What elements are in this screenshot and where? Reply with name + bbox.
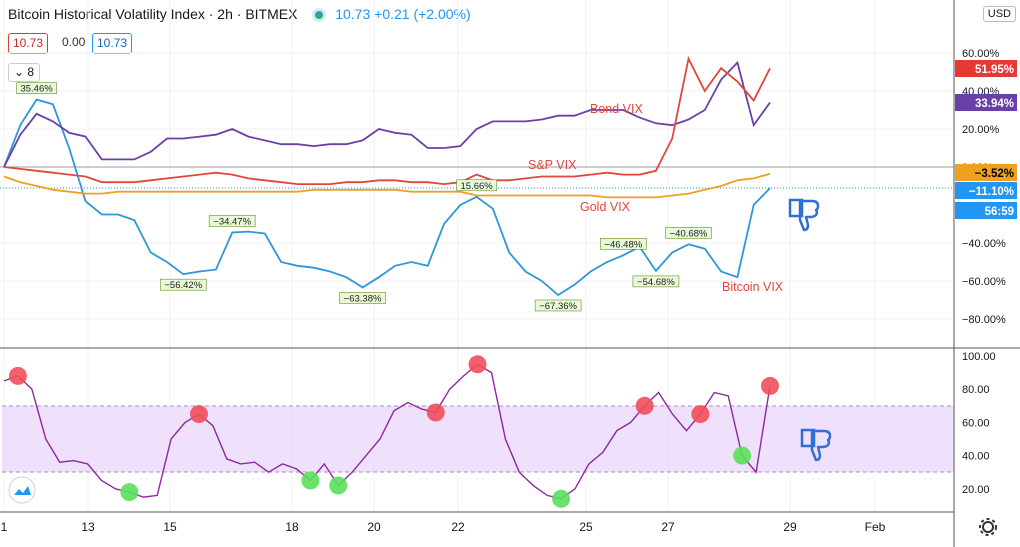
chart-header: Bitcoin Historical Volatility Index · 2h… — [8, 6, 471, 22]
thumbs-down-icon — [788, 198, 820, 232]
price-tag — [955, 182, 1017, 199]
y-tick-label: −80.00% — [962, 314, 1006, 326]
y-tick-label: −60.00% — [962, 276, 1006, 288]
series-name-label: S&P VIX — [528, 158, 577, 172]
osc-y-tick-label: 100.00 — [962, 351, 996, 363]
oversold-marker — [329, 476, 348, 495]
price-tag — [955, 94, 1017, 111]
x-tick-label: 1 — [1, 520, 8, 534]
x-tick-label: 20 — [367, 520, 381, 534]
overbought-marker — [189, 405, 208, 424]
price-tag-text: 33.94% — [975, 98, 1014, 110]
oversold-marker — [733, 446, 752, 465]
annotation-label: 35.46% — [20, 84, 53, 95]
oscillator-band — [2, 406, 954, 472]
x-tick-label: 13 — [81, 520, 95, 534]
chart-title: Bitcoin Historical Volatility Index · 2h… — [8, 6, 298, 22]
overbought-marker — [468, 355, 487, 374]
annotation-label: −63.38% — [344, 293, 382, 304]
osc-y-tick-label: 40.00 — [962, 451, 990, 463]
annotation-box — [534, 299, 582, 312]
overbought-marker — [691, 405, 710, 424]
annotation-label: 15.66% — [461, 181, 494, 192]
annotation-box — [208, 215, 256, 227]
x-tick-label: 25 — [579, 520, 593, 534]
x-tick-label: 29 — [783, 520, 797, 534]
series-name-label: Bitcoin VIX — [722, 280, 784, 294]
oversold-marker — [120, 483, 139, 502]
indicator-count: 8 — [27, 65, 35, 79]
market-status-dot — [315, 11, 324, 20]
last-value: 10.73 — [335, 6, 371, 22]
collapse-indicators-button[interactable]: ⌄ 8 — [8, 63, 41, 82]
y-tick-label: 60.00% — [962, 48, 1000, 60]
overbought-marker — [8, 366, 27, 385]
series-name-label: Gold VIX — [580, 200, 631, 214]
currency-button[interactable]: USD — [982, 6, 1016, 22]
indicator-value-zero: 0.00 — [62, 35, 86, 49]
overbought-marker — [426, 403, 445, 422]
annotation-label: −34.47% — [213, 216, 251, 227]
annotation-box — [339, 292, 386, 304]
annotation-box — [456, 179, 497, 192]
series-name-label: Bond VIX — [590, 102, 643, 116]
price-tag-text: −3.52% — [975, 168, 1014, 180]
change-value: +0.21 (+2.00%) — [374, 6, 471, 22]
overbought-marker — [761, 376, 779, 395]
price-tag — [955, 60, 1017, 77]
osc-y-tick-label: 80.00 — [962, 384, 990, 396]
price-tag-text: 51.95% — [975, 64, 1014, 76]
x-tick-label: 15 — [163, 520, 177, 534]
x-tick-label: 27 — [661, 520, 675, 534]
annotation-box — [159, 278, 207, 291]
annotation-box — [665, 226, 712, 239]
annotation-label: −46.48% — [604, 239, 642, 250]
series-line-bond-vix — [3, 60, 771, 168]
series-line-gold-vix — [3, 172, 771, 199]
overbought-marker — [635, 396, 654, 415]
series-line-bitcoin-vix — [3, 98, 771, 297]
annotation-box — [16, 82, 57, 94]
x-tick-label: Feb — [865, 520, 886, 534]
annotation-label: −54.68% — [637, 277, 675, 288]
osc-y-tick-label: 20.00 — [962, 484, 990, 496]
annotation-box — [600, 238, 647, 250]
x-tick-label: 22 — [451, 520, 465, 534]
price-tag-text: 56:59 — [985, 206, 1014, 218]
price-tag — [955, 164, 1017, 181]
annotation-label: −56.42% — [164, 280, 202, 291]
thumbs-down-icon — [800, 428, 832, 462]
cloud-icon[interactable] — [8, 476, 36, 504]
y-tick-label: −40.00% — [962, 238, 1006, 250]
annotation-label: −40.68% — [670, 228, 708, 239]
annotation-label: −67.36% — [539, 301, 577, 312]
oversold-marker — [552, 489, 571, 508]
osc-y-tick-label: 60.00 — [962, 417, 990, 429]
price-tag-text: −11.10% — [969, 186, 1014, 198]
price-tag — [955, 202, 1017, 219]
annotation-box — [632, 275, 680, 288]
settings-gear-icon[interactable] — [979, 518, 997, 536]
series-line-s-p-vix — [3, 55, 771, 186]
x-tick-label: 18 — [285, 520, 299, 534]
oversold-marker — [301, 471, 320, 490]
y-tick-label: 20.00% — [962, 124, 1000, 136]
